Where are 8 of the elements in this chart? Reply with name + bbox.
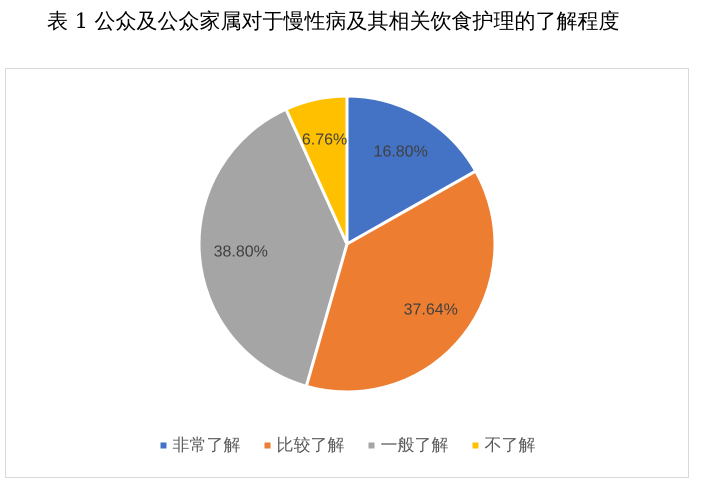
- data-label: 38.80%: [214, 243, 268, 260]
- data-label: 16.80%: [374, 143, 428, 160]
- legend-label: 一般了解: [380, 436, 448, 456]
- legend-label: 不了解: [484, 436, 536, 456]
- chart-title: 表 1 公众及公众家属对于慢性病及其相关饮食护理的了解程度: [46, 8, 621, 35]
- data-label: 37.64%: [404, 301, 458, 318]
- legend-label: 非常了解: [172, 436, 240, 456]
- legend-label: 比较了解: [276, 436, 344, 456]
